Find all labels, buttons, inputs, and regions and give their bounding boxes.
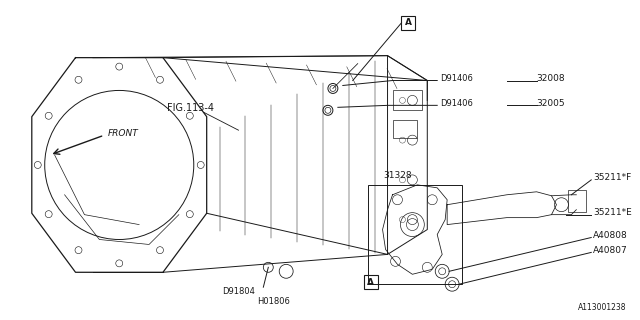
Text: 32005: 32005 bbox=[536, 99, 565, 108]
Bar bbox=[392, 91, 422, 110]
Text: A40807: A40807 bbox=[593, 246, 628, 255]
Bar bbox=[392, 120, 417, 138]
Text: A113001238: A113001238 bbox=[577, 303, 626, 312]
Text: D91406: D91406 bbox=[440, 99, 473, 108]
Text: 35211*F: 35211*F bbox=[593, 173, 632, 182]
Bar bbox=[568, 190, 586, 212]
Text: H01806: H01806 bbox=[257, 297, 290, 306]
Text: D91804: D91804 bbox=[222, 287, 255, 296]
Text: FRONT: FRONT bbox=[108, 129, 138, 138]
Text: D91406: D91406 bbox=[440, 74, 473, 83]
Text: A: A bbox=[367, 278, 374, 287]
Text: 32008: 32008 bbox=[536, 74, 565, 83]
Bar bbox=[401, 16, 415, 30]
Bar bbox=[364, 275, 378, 289]
Text: A: A bbox=[405, 18, 412, 28]
Text: A40808: A40808 bbox=[593, 231, 628, 240]
Text: FIG.113-4: FIG.113-4 bbox=[167, 103, 214, 113]
Bar bbox=[367, 185, 462, 284]
Text: 31328: 31328 bbox=[383, 171, 412, 180]
Text: 35211*E: 35211*E bbox=[593, 208, 632, 217]
